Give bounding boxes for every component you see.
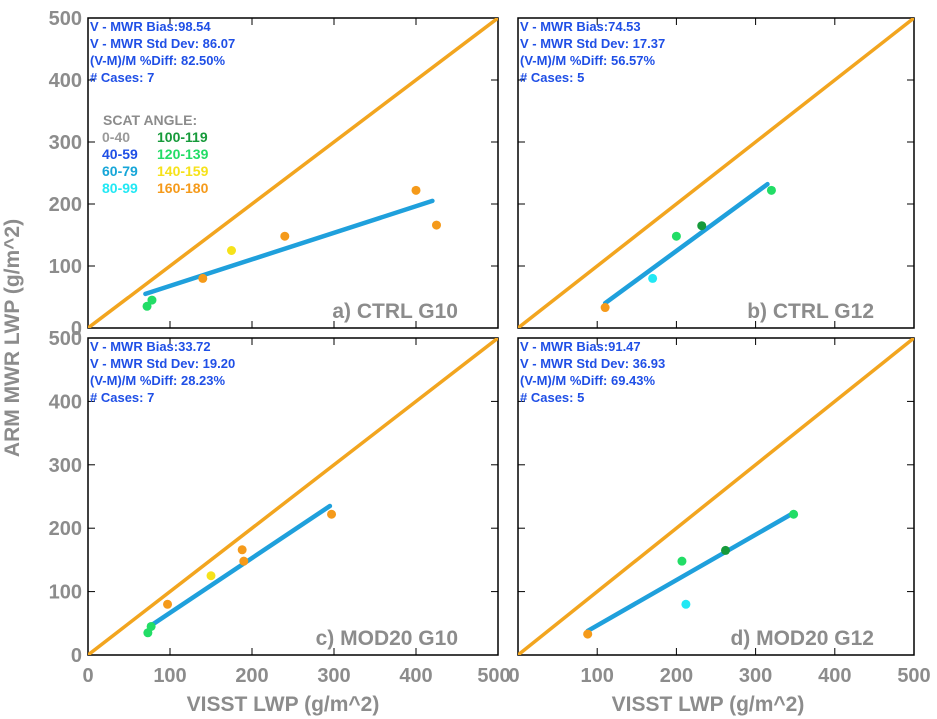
x-tick-label: 100 xyxy=(581,665,614,687)
legend-title: SCAT ANGLE: xyxy=(103,112,197,128)
stat-bias: V - MWR Bias:91.47 xyxy=(520,339,641,354)
legend-entry: 100-119 xyxy=(157,129,208,145)
x-tick-label: 400 xyxy=(399,665,432,687)
x-tick-label: 300 xyxy=(317,665,350,687)
x-tick-label: 200 xyxy=(235,665,268,687)
stat-bias: V - MWR Bias:98.54 xyxy=(90,19,211,34)
data-point xyxy=(432,220,441,230)
y-tick-label: 0 xyxy=(71,318,82,340)
y-tick-label: 200 xyxy=(49,518,82,540)
data-point xyxy=(327,509,337,519)
fit-line xyxy=(602,181,770,306)
data-point xyxy=(766,185,776,195)
stat-percent-diff: (V-M)/M %Diff: 69.43% xyxy=(520,373,656,388)
legend-entry: 0-40 xyxy=(102,129,130,145)
data-point xyxy=(142,301,152,311)
data-point xyxy=(648,273,658,283)
plot-frame xyxy=(87,17,499,329)
y-axis-label: ARM MWR LWP (g/m^2) xyxy=(1,219,24,457)
y-tick-label: 500 xyxy=(49,328,82,350)
data-point xyxy=(697,221,707,231)
data-point xyxy=(280,231,290,241)
x-tick-label: 400 xyxy=(818,665,851,687)
stat-cases: # Cases: 5 xyxy=(520,70,584,85)
y-tick-label: 500 xyxy=(49,8,82,30)
x-axis-label-left: VISST LWP (g/m^2) xyxy=(187,693,380,716)
legend-entry: 140-159 xyxy=(157,163,209,179)
stat-percent-diff: (V-M)/M %Diff: 56.57% xyxy=(520,53,656,68)
legend-entry: 60-79 xyxy=(102,163,138,179)
one-to-one-line xyxy=(518,18,914,328)
y-tick-label: 300 xyxy=(49,455,82,477)
plot-frame xyxy=(517,17,915,329)
stat-cases: # Cases: 7 xyxy=(90,70,154,85)
panel-3: 0 100 200 300 400 500 0 100 200 300 400 500 V - MWR … xyxy=(49,328,511,687)
data-point xyxy=(789,509,799,519)
stat-std-dev: V - MWR Std Dev: 36.93 xyxy=(520,356,665,371)
panel-1: 0 100 200 300 400 500 V - MWR Bias:98.54 V - MW… xyxy=(49,8,499,340)
x-tick-label: 0 xyxy=(82,665,93,687)
data-point xyxy=(146,621,156,631)
data-point xyxy=(198,273,208,283)
y-tick-label: 400 xyxy=(49,70,82,92)
plot-frame xyxy=(87,337,499,656)
stat-bias: V - MWR Bias:33.72 xyxy=(90,339,211,354)
stat-std-dev: V - MWR Std Dev: 86.07 xyxy=(90,36,235,51)
x-tick-label: 300 xyxy=(739,665,772,687)
x-tick-label: 500 xyxy=(477,665,510,687)
legend-entry: 120-139 xyxy=(157,146,209,162)
fit-line xyxy=(143,198,435,297)
one-to-one-line xyxy=(88,18,498,328)
panel-4: 0 100 200 300 400 500 V - MWR Bias:91.47 V - MW… xyxy=(508,337,931,687)
data-point xyxy=(583,629,593,639)
y-tick-label: 100 xyxy=(49,582,82,604)
stat-percent-diff: (V-M)/M %Diff: 82.50% xyxy=(90,53,226,68)
y-tick-label: 200 xyxy=(49,194,82,216)
one-to-one-line xyxy=(518,338,914,655)
stat-std-dev: V - MWR Std Dev: 17.37 xyxy=(520,36,665,51)
data-point xyxy=(411,185,421,195)
legend-entry: 160-180 xyxy=(157,180,209,196)
one-to-one-line xyxy=(88,338,498,655)
y-tick-label: 300 xyxy=(49,132,82,154)
fit-line xyxy=(585,512,794,634)
panel-label: a) CTRL G10 xyxy=(332,300,458,323)
stat-cases: # Cases: 5 xyxy=(520,390,584,405)
data-point xyxy=(227,246,236,255)
data-point xyxy=(721,545,731,555)
panel-label: b) CTRL G12 xyxy=(747,300,874,323)
data-point xyxy=(206,571,216,581)
x-axis-label-right: VISST LWP (g/m^2) xyxy=(612,693,805,716)
y-tick-label: 100 xyxy=(49,256,82,278)
data-point xyxy=(671,231,681,241)
x-tick-label: 0 xyxy=(508,665,519,687)
legend-entry: 80-99 xyxy=(102,180,138,196)
data-point xyxy=(237,545,247,555)
data-point xyxy=(239,556,249,566)
y-tick-label: 400 xyxy=(49,391,82,413)
data-point xyxy=(681,599,691,609)
fit-line xyxy=(147,503,333,629)
legend-entry: 40-59 xyxy=(102,146,138,162)
data-point xyxy=(163,599,173,609)
panel-label: c) MOD20 G10 xyxy=(316,627,458,650)
data-point xyxy=(677,556,687,566)
stat-cases: # Cases: 7 xyxy=(90,390,154,405)
y-tick-label: 0 xyxy=(71,645,82,667)
x-tick-label: 500 xyxy=(897,665,930,687)
x-tick-label: 200 xyxy=(660,665,693,687)
x-tick-label: 100 xyxy=(153,665,186,687)
panel-2: V - MWR Bias:74.53 V - MWR Std Dev: 17.37… xyxy=(517,17,915,329)
data-point xyxy=(147,295,157,305)
data-point xyxy=(600,303,610,313)
stat-std-dev: V - MWR Std Dev: 19.20 xyxy=(90,356,235,371)
stat-percent-diff: (V-M)/M %Diff: 28.23% xyxy=(90,373,226,388)
stat-bias: V - MWR Bias:74.53 xyxy=(520,19,641,34)
plot-frame xyxy=(517,337,915,656)
panels: 0 100 200 300 400 500 V - MWR Bias:98.54 V - MW… xyxy=(49,8,931,687)
panel-label: d) MOD20 G12 xyxy=(730,627,874,650)
